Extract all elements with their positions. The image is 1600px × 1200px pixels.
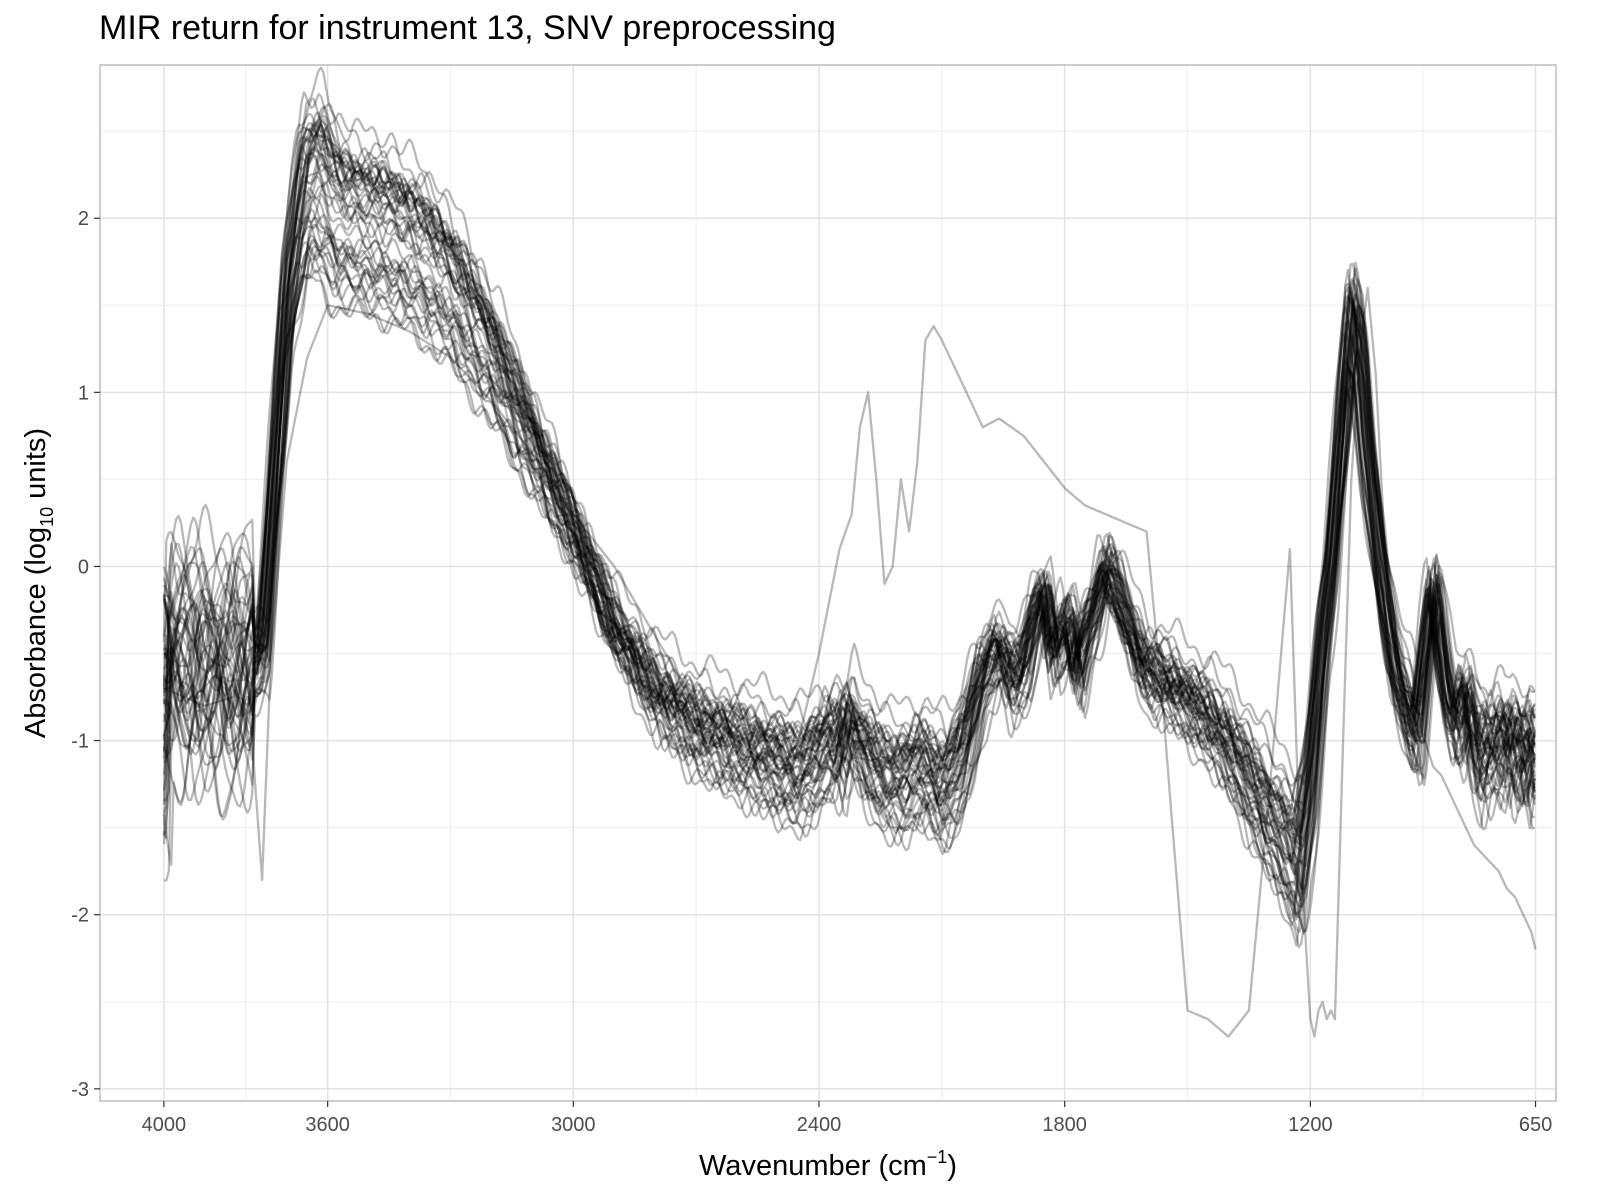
spectrum-line: [162, 189, 1536, 863]
spectrum-line: [162, 112, 1536, 920]
spectrum-line: [162, 123, 1536, 949]
spectrum-line: [162, 103, 1536, 916]
spectrum-line: [163, 114, 1536, 895]
y-axis-title-tail: units): [20, 428, 52, 507]
spectrum-line: [163, 105, 1536, 935]
y-tick-label: -2: [71, 905, 89, 927]
x-tick-label: 3000: [551, 1114, 596, 1136]
spectrum-line: [162, 171, 1536, 816]
x-axis-title-superscript: −1: [927, 1147, 948, 1167]
y-axis-title: Absorbance (log10 units): [20, 428, 57, 738]
y-tick-label: 0: [78, 556, 89, 578]
y-tick-label: -3: [71, 1079, 89, 1101]
spectrum-line: [162, 163, 1536, 834]
spectrum-line: [163, 111, 1536, 921]
spectrum-line: [162, 127, 1536, 906]
x-tick-label: 650: [1519, 1114, 1552, 1136]
spectrum-line: [162, 175, 1536, 890]
spectrum-line: [162, 216, 1536, 842]
spectrum-line: [162, 213, 1536, 817]
spectrum-line: [162, 141, 1536, 947]
x-axis-title: Wavenumber (cm−1): [699, 1147, 957, 1182]
spectrum-line: [162, 97, 1536, 927]
spectrum-line: [162, 120, 1536, 887]
spectrum-line: [162, 193, 1535, 834]
y-tick-label: -1: [71, 731, 89, 753]
spectrum-line: [162, 121, 1536, 862]
spectrum-line: [162, 123, 1536, 933]
x-tick-label: 1800: [1042, 1114, 1087, 1136]
x-axis-ticks: 4000 3600 3000 2400 1800 1200 650: [142, 1101, 1552, 1136]
spectrum-line: [162, 145, 1536, 845]
spectrum-line: [162, 245, 1536, 821]
plot-panel-border: [99, 64, 1557, 1102]
spectrum-line: [163, 208, 1536, 865]
spectrum-line: [163, 154, 1536, 876]
y-tick-label: 1: [78, 382, 89, 404]
x-tick-label: 2400: [797, 1114, 842, 1136]
spectrum-line: [162, 181, 1536, 848]
x-tick-label: 4000: [142, 1114, 187, 1136]
y-axis-title-subscript: 10: [37, 507, 57, 527]
y-tick-label: 2: [78, 208, 89, 230]
x-axis-title-base: Wavenumber (cm: [699, 1150, 927, 1182]
spectrum-line: [162, 152, 1536, 897]
spectrum-line: [163, 245, 1536, 845]
spectrum-line: [162, 152, 1536, 833]
spectrum-line: [162, 169, 1536, 908]
spectrum-line: [162, 128, 1536, 875]
spectrum-line: [162, 234, 1536, 807]
spectrum-line: [162, 273, 1536, 802]
spectra-series-group: [162, 66, 1537, 1038]
spectrum-line: [162, 251, 1536, 837]
plot-panel-background: [100, 65, 1556, 1101]
spectrum-line: [163, 239, 1536, 827]
spectrum-line: [162, 223, 1536, 852]
spectrum-line: [162, 66, 1536, 908]
chart-title: MIR return for instrument 13, SNV prepro…: [99, 9, 836, 47]
spectrum-line: [162, 198, 1536, 836]
spectrum-line: [162, 123, 1536, 868]
spectrum-line: [162, 151, 1536, 858]
spectrum-line: [162, 132, 1536, 865]
spectrum-line: [162, 241, 1536, 844]
spectrum-line: [162, 233, 1535, 783]
y-axis-title-base: Absorbance (log: [20, 527, 52, 738]
spectrum-line: [162, 215, 1535, 852]
spectrum-line: [162, 135, 1535, 934]
spectrum-line: [162, 227, 1536, 787]
x-tick-label: 3600: [305, 1114, 350, 1136]
spectrum-line-outlier: [163, 286, 1537, 1038]
spectrum-line: [162, 91, 1536, 919]
spectrum-line: [162, 248, 1536, 831]
x-tick-label: 1200: [1288, 1114, 1333, 1136]
minor-gridlines: [100, 65, 1556, 1101]
spectrum-line: [162, 269, 1536, 812]
x-axis-title-tail: ): [947, 1150, 957, 1182]
spectrum-line: [162, 123, 1536, 902]
spectrum-line: [162, 122, 1536, 899]
spectrum-line: [162, 118, 1536, 890]
major-gridlines: [100, 65, 1556, 1101]
y-axis-ticks: 2 1 0 -1 -2 -3: [71, 208, 100, 1101]
